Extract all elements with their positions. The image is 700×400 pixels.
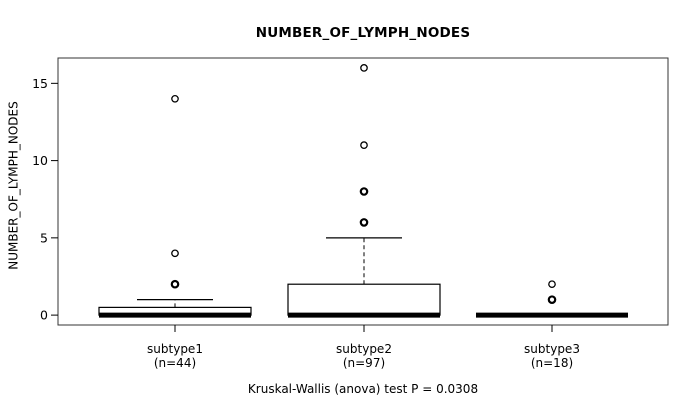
outlier-point	[360, 64, 368, 72]
x-axis-label: subtype3	[524, 342, 580, 356]
outlier-point	[171, 94, 179, 103]
x-axis-sublabel: (n=97)	[343, 356, 385, 370]
outlier-point	[359, 218, 369, 227]
x-axis-label: subtype1	[147, 342, 203, 356]
x-axis-label: subtype2	[336, 342, 392, 356]
x-axis-sublabel: (n=44)	[154, 356, 196, 370]
outlier-point	[171, 249, 179, 258]
outlier-point	[547, 295, 557, 304]
outlier-point	[170, 279, 180, 289]
outlier-point	[548, 280, 556, 289]
y-axis-tick-label: 10	[32, 153, 48, 168]
y-axis-tick-label: 5	[40, 230, 48, 245]
x-axis-sublabel: (n=18)	[531, 356, 573, 370]
outlier-point	[359, 187, 369, 196]
box-iqr	[287, 283, 441, 316]
stat-test-caption: Kruskal-Wallis (anova) test P = 0.0308	[247, 382, 479, 396]
outlier-point	[360, 141, 368, 149]
plot-border	[57, 57, 669, 326]
chart-title: NUMBER_OF_LYMPH_NODES	[255, 25, 471, 41]
y-axis-tick-label: 15	[32, 76, 48, 91]
y-axis-tick-label: 0	[40, 308, 48, 323]
